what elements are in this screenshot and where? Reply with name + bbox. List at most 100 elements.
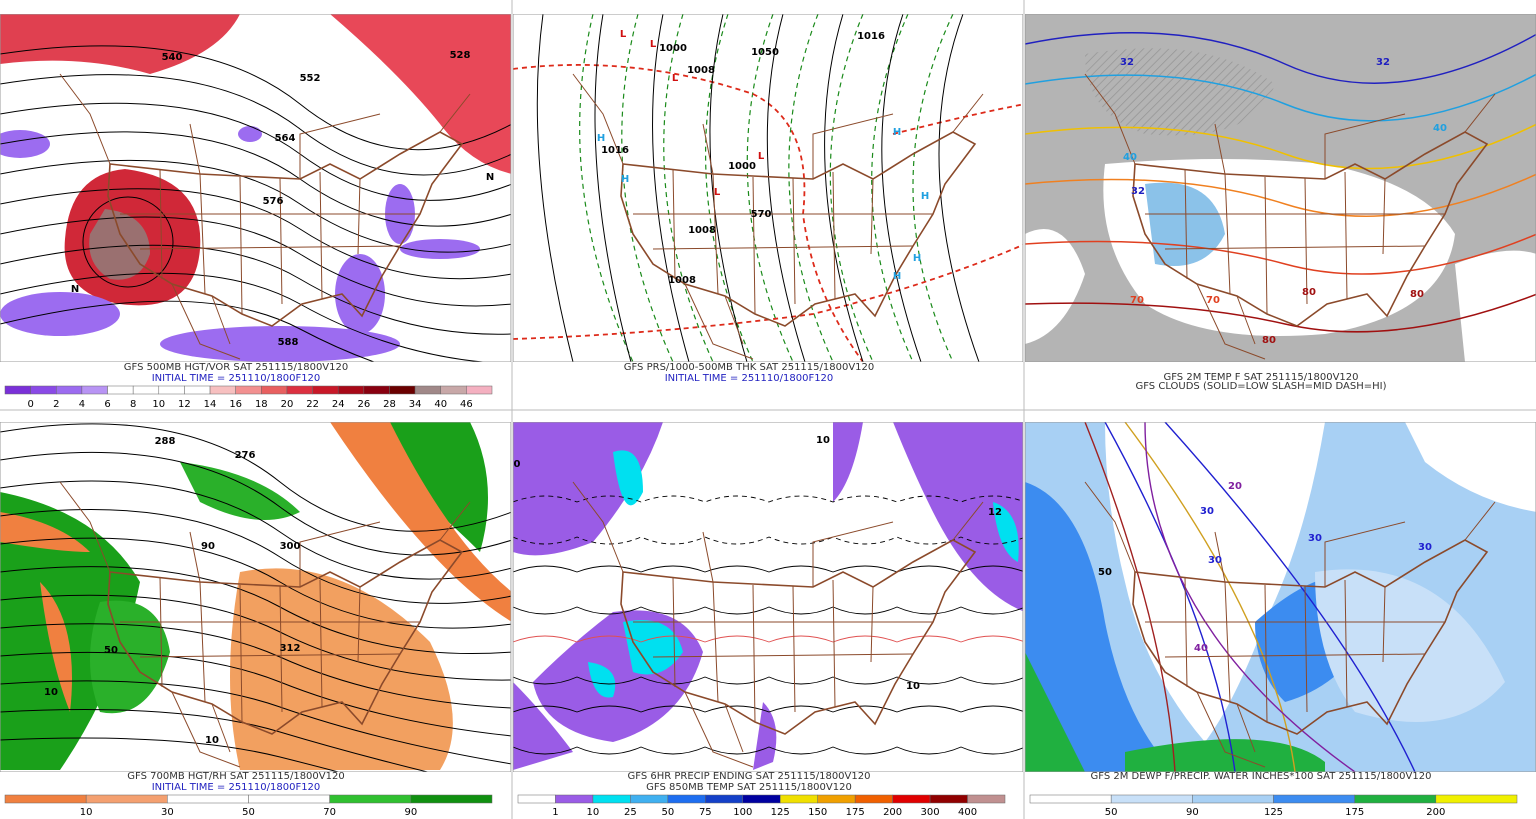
colorbar-label: 20 bbox=[281, 399, 294, 410]
colorbar-label: 200 bbox=[1426, 807, 1445, 818]
map-label: H bbox=[597, 133, 605, 144]
map-label: 288 bbox=[155, 436, 176, 447]
map-label: 50 bbox=[1098, 567, 1112, 578]
height-contour bbox=[0, 566, 511, 654]
colorbar-segment bbox=[817, 794, 856, 804]
state-border bbox=[652, 653, 914, 658]
state-border bbox=[652, 245, 914, 250]
colorbar-label: 16 bbox=[229, 399, 242, 410]
precip-area bbox=[893, 422, 1023, 612]
colorbar-segment bbox=[630, 794, 669, 804]
state-border bbox=[299, 521, 381, 587]
clear-area bbox=[1455, 250, 1536, 362]
humidity-area bbox=[230, 568, 453, 770]
state-border bbox=[357, 586, 361, 663]
thickness-contour bbox=[746, 14, 794, 362]
colorbar-segment bbox=[667, 794, 706, 804]
temp-contour bbox=[513, 495, 1023, 503]
state-border bbox=[1382, 586, 1386, 663]
colorbar-segment bbox=[85, 794, 168, 804]
map-label: 576 bbox=[263, 196, 284, 207]
pressure-contour bbox=[536, 14, 574, 362]
state-border bbox=[672, 576, 676, 688]
pressure-contour bbox=[824, 14, 864, 362]
height-contour bbox=[82, 196, 174, 288]
height-contour bbox=[0, 216, 511, 307]
caption: GFS CLOUDS (SOLID=LOW SLASH=MID DASH=HI) bbox=[1135, 381, 1386, 392]
state-border bbox=[724, 295, 744, 345]
colorbar-segment bbox=[363, 385, 390, 395]
map-label: 10 bbox=[44, 687, 58, 698]
map-label: 32 bbox=[1120, 57, 1134, 68]
state-border bbox=[1236, 703, 1256, 753]
thickness-contour bbox=[788, 14, 834, 362]
humidity-area bbox=[180, 462, 300, 520]
colorbar-segment bbox=[56, 385, 83, 395]
state-border bbox=[1304, 177, 1308, 305]
colorbar-label: 70 bbox=[323, 807, 336, 818]
state-border bbox=[1464, 501, 1496, 541]
colorbar-label: 25 bbox=[624, 807, 637, 818]
height-contour bbox=[0, 737, 341, 772]
colorbar-label: 46 bbox=[460, 399, 473, 410]
state-border bbox=[1382, 178, 1386, 255]
state-border bbox=[752, 584, 756, 723]
pw-area bbox=[1025, 652, 1085, 772]
height-contour bbox=[0, 159, 511, 253]
state-border bbox=[792, 177, 796, 305]
pressure-contour bbox=[594, 14, 632, 362]
map-label: 30 bbox=[1200, 506, 1214, 517]
temp-contour bbox=[513, 676, 1023, 685]
height-contour bbox=[0, 244, 511, 335]
map-label: 40 bbox=[1194, 643, 1208, 654]
state-border bbox=[812, 113, 894, 179]
map-label: 32 bbox=[1131, 186, 1145, 197]
dewpoint-contour bbox=[1164, 422, 1416, 772]
colorbar-label: 10 bbox=[152, 399, 165, 410]
state-border bbox=[832, 171, 836, 300]
temperature-contour bbox=[1025, 173, 1536, 217]
pw-area bbox=[1405, 422, 1536, 512]
colorbar-label: 75 bbox=[699, 807, 712, 818]
country-border bbox=[620, 539, 977, 735]
state-border bbox=[439, 501, 471, 541]
colorbar-label: 4 bbox=[79, 399, 85, 410]
thickness-contour bbox=[892, 103, 1023, 135]
temp-contour bbox=[513, 705, 1023, 713]
colorbar-segment bbox=[337, 385, 365, 395]
temp-contour bbox=[513, 565, 1023, 573]
colorbar-segment bbox=[209, 385, 236, 395]
colorbar-label: 1 bbox=[552, 807, 558, 818]
map-label: 1050 bbox=[751, 47, 779, 58]
colorbar-label: 6 bbox=[104, 399, 110, 410]
vorticity-area bbox=[238, 126, 262, 142]
state-border bbox=[870, 586, 874, 663]
colorbar-segment bbox=[592, 794, 631, 804]
state-border bbox=[702, 123, 714, 175]
colorbar-segment bbox=[1354, 794, 1437, 804]
state-border bbox=[812, 521, 894, 587]
map-label: 10 bbox=[906, 681, 920, 692]
colorbar-label: 28 bbox=[383, 399, 396, 410]
colorbar-segment bbox=[892, 794, 931, 804]
colorbar-segment bbox=[107, 385, 134, 395]
map-label: 70 bbox=[1130, 295, 1144, 306]
state-border bbox=[572, 73, 624, 165]
state-border bbox=[1184, 576, 1188, 688]
colorbar-segment bbox=[1273, 794, 1355, 804]
humidity-area bbox=[40, 582, 72, 712]
caption: GFS 850MB TEMP SAT 251115/1800V120 bbox=[646, 782, 852, 793]
height-contour bbox=[0, 451, 511, 556]
state-border bbox=[792, 585, 796, 713]
colorbar-segment bbox=[854, 794, 893, 804]
colorbar-segment bbox=[705, 794, 744, 804]
map-label: 300 bbox=[280, 541, 301, 552]
thickness-contour bbox=[621, 14, 674, 362]
map-label: H bbox=[893, 127, 901, 138]
map-panel: 288 276 300 312 50 90 10 10 bbox=[0, 422, 511, 772]
colorbar-label: 22 bbox=[306, 399, 319, 410]
height-contour bbox=[0, 680, 511, 765]
precip-area bbox=[513, 682, 573, 770]
state-border bbox=[319, 171, 323, 300]
